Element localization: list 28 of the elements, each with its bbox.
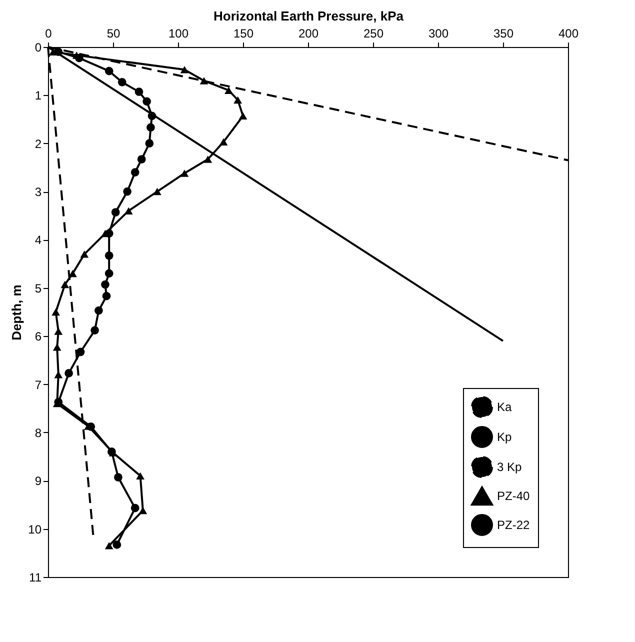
y-tick-label: 11 [29, 570, 42, 584]
y-tick-label: 2 [34, 136, 42, 151]
y-tick-label: 9 [34, 474, 42, 488]
y-tick-label: 10 [28, 522, 42, 536]
x-tick-label: 350 [493, 26, 514, 40]
legend-label: PZ-22 [497, 518, 530, 532]
legend-label: 3 Kp [497, 460, 522, 474]
x-tick-label: 150 [233, 26, 254, 40]
y-tick-label: 3 [34, 185, 42, 200]
y-tick-label: 1 [34, 88, 42, 103]
y-tick-label: 7 [34, 378, 42, 392]
y-tick-label: 6 [34, 330, 42, 344]
x-tick-label: 0 [45, 26, 52, 40]
legend-label: Kp [497, 430, 512, 444]
y-axis-title: Depth, m [9, 284, 24, 340]
y-tick-label: 4 [34, 233, 42, 248]
x-tick-label: 300 [428, 26, 449, 40]
legend-label: Ka [497, 400, 512, 414]
x-tick-label: 400 [558, 26, 579, 40]
x-tick-label: 200 [298, 26, 319, 40]
x-tick-label: 250 [363, 26, 384, 40]
y-tick-label: 0 [34, 40, 42, 54]
x-tick-label: 50 [106, 26, 120, 40]
y-tick-label: 8 [34, 426, 42, 440]
y-tick-label: 5 [34, 281, 42, 296]
x-axis-title: Horizontal Earth Pressure, kPa [213, 8, 404, 24]
legend-label: PZ-40 [497, 489, 530, 503]
x-tick-label: 100 [168, 26, 189, 40]
